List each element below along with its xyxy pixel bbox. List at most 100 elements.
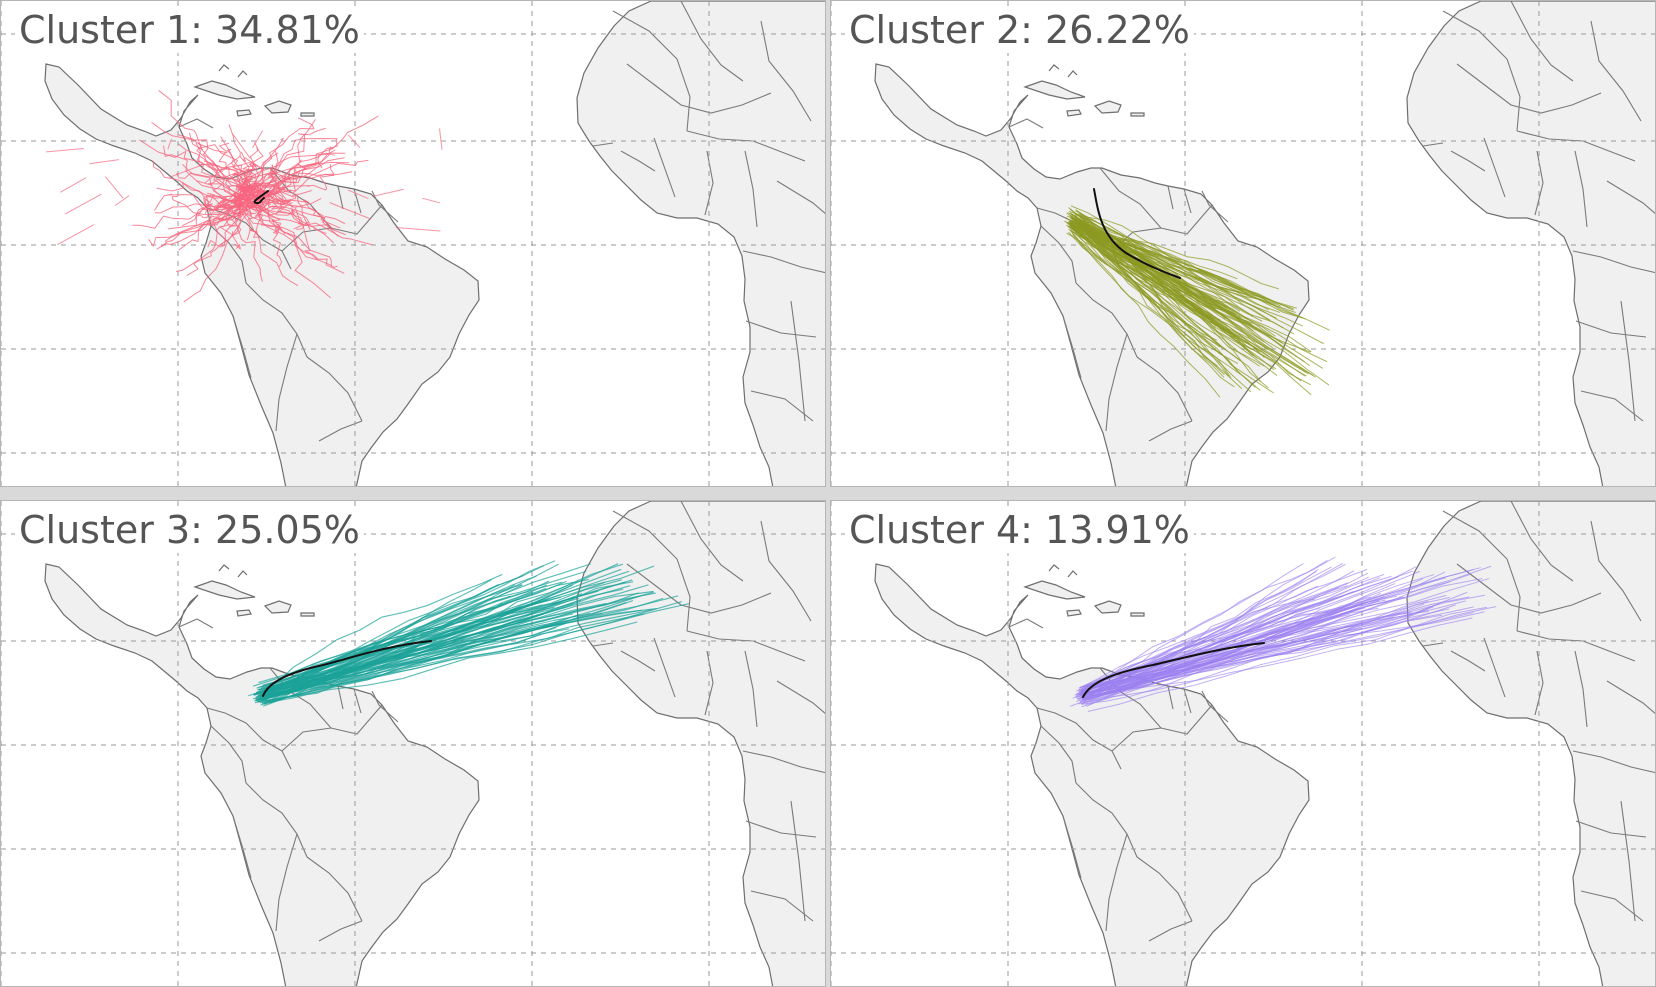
americas-landmass [874, 63, 1310, 486]
trajectory-line [1077, 220, 1280, 313]
trajectory-line [89, 159, 120, 165]
trajectory-line [1072, 218, 1294, 310]
country-border [776, 680, 825, 715]
country-border [337, 185, 344, 210]
africa-landmass [576, 501, 825, 986]
trajectory-line [156, 193, 258, 250]
country-border [612, 510, 691, 632]
trajectory-line [105, 176, 124, 199]
africa-landmass [1406, 501, 1655, 986]
trajectory-line [1079, 595, 1447, 693]
trajectory-line [1088, 617, 1394, 696]
trajectory-line [1082, 611, 1411, 704]
cluster-4-map-svg [831, 501, 1655, 986]
country-border [592, 642, 614, 647]
bahamas-outline [1048, 64, 1078, 78]
country-border [1575, 320, 1647, 338]
country-border [1572, 750, 1655, 774]
trajectory-line [254, 152, 336, 199]
country-border [178, 118, 214, 129]
trajectory-line [255, 579, 492, 699]
trajectory-line [1082, 556, 1336, 691]
trajectory-line [182, 164, 256, 196]
trajectory-line [265, 563, 624, 700]
trajectory-line [1069, 225, 1307, 377]
trajectory-line [167, 138, 172, 150]
trajectory-line [252, 202, 283, 267]
trajectory-line [256, 203, 345, 274]
country-border [612, 10, 691, 132]
country-border [1606, 180, 1655, 215]
trajectory-line [269, 623, 529, 704]
country-border [742, 250, 825, 274]
puerto-rico-landmass [1130, 612, 1145, 617]
trajectory-line [210, 183, 250, 205]
country-border [1136, 856, 1193, 922]
country-border [210, 725, 247, 784]
country-border [1590, 520, 1642, 622]
trajectory-line [258, 199, 310, 230]
americas-landmass [44, 63, 480, 486]
bahamas-outline [1048, 564, 1078, 578]
country-border [275, 333, 298, 432]
trajectory-line [1070, 221, 1281, 307]
trajectory-line [169, 163, 204, 178]
country-border [620, 150, 656, 172]
africa-landmass [1406, 1, 1655, 486]
trajectory-line [261, 613, 645, 699]
trajectory-line [1075, 229, 1294, 335]
trajectory-line [183, 191, 252, 303]
trajectory-line [256, 574, 503, 689]
trajectory-line [256, 184, 345, 224]
country-border [337, 685, 344, 710]
trajectory-line [267, 191, 341, 229]
trajectory-line [264, 591, 534, 694]
trajectory-line [246, 197, 286, 235]
trajectory-line [186, 194, 258, 276]
trajectory-line [1070, 205, 1271, 321]
country-border [306, 856, 363, 922]
country-border [245, 282, 308, 358]
trajectory-line [249, 163, 253, 167]
country-border [206, 707, 292, 770]
country-border [745, 820, 817, 838]
hispaniola-landmass [263, 600, 292, 614]
trajectory-line [1082, 574, 1385, 696]
country-border [760, 20, 812, 122]
map-land [874, 501, 1655, 986]
country-border [760, 520, 812, 622]
cluster-3-title: Cluster 3: 25.05% [15, 507, 364, 553]
trajectory-line [226, 196, 256, 250]
trajectory-line [244, 162, 323, 191]
trajectory-line [1070, 222, 1243, 291]
trajectory-line [64, 193, 102, 215]
trajectory-line [219, 142, 258, 192]
country-border [1510, 501, 1574, 582]
trajectory-line [1071, 232, 1221, 398]
trajectory-line [246, 190, 312, 206]
trajectory-line [1081, 606, 1474, 699]
trajectory-line [1079, 572, 1369, 689]
trajectory-line [236, 161, 253, 167]
trajectory-line [163, 145, 239, 198]
trajectory-line [347, 134, 361, 149]
country-border [275, 833, 298, 932]
trajectory-line [256, 189, 292, 199]
trajectory-line [347, 189, 369, 200]
trajectory-line [196, 180, 247, 200]
country-border [790, 800, 806, 922]
cluster-1-map-svg [1, 1, 825, 486]
trajectory-line [395, 226, 441, 232]
trajectory-line [114, 195, 130, 206]
country-border [680, 501, 744, 582]
trajectory-line [1075, 576, 1369, 692]
trajectory-line [258, 174, 335, 193]
country-border [620, 650, 656, 672]
country-border [245, 782, 308, 858]
country-border [1099, 667, 1162, 729]
country-border [1099, 167, 1162, 229]
americas-landmass [44, 563, 480, 986]
puerto-rico-landmass [300, 112, 315, 117]
map-land [874, 1, 1655, 486]
trajectory-line [1075, 231, 1302, 382]
